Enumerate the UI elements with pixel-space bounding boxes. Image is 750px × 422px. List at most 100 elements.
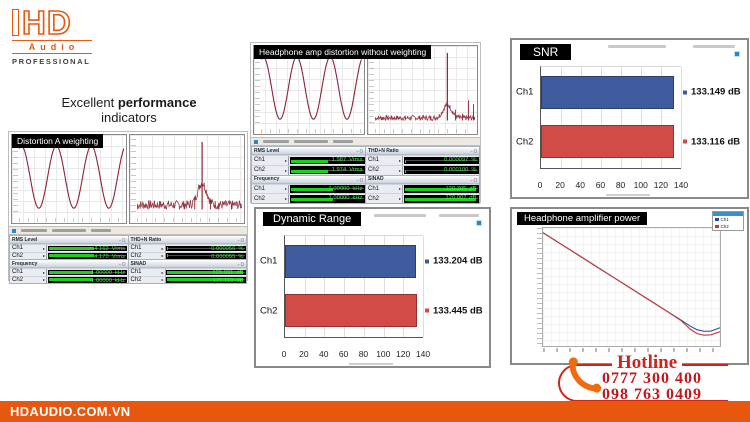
panel-distortion-a-weighting: Distortion A weighting RMS Level– ◻Ch14.… [8, 131, 248, 284]
logo-professional-text: PROFESSIONAL [12, 57, 91, 66]
unreadable-text-smudge [693, 45, 735, 48]
headline-bold: performance [117, 95, 197, 110]
meter-bar [48, 254, 94, 257]
channel-label: Ch1 [366, 184, 403, 194]
gridline [324, 236, 326, 337]
meter-bar [48, 278, 94, 281]
channel-label: Ch2 [252, 165, 289, 175]
meter-bar [48, 270, 94, 274]
meter-value-box: 1.974 Vrms [289, 166, 365, 174]
panel-dynamic-range: Dynamic Range Ch1 Ch2 133.204 dB 133.445… [254, 207, 491, 368]
channel-label: Ch1 [128, 245, 166, 252]
hotline-phone-2: 098 763 0409 [602, 386, 702, 403]
unreadable-text-smudge [21, 229, 47, 232]
meter-bar [290, 188, 333, 192]
meter-name: SINAD [130, 260, 147, 267]
channel-label: Ch2 [128, 276, 166, 283]
gridline [344, 236, 346, 337]
meter-row: Ch1 0.000097% [366, 155, 479, 165]
channel-label: Ch1 [10, 245, 47, 252]
website-text: HDAUDIO.COM.VN [10, 404, 131, 419]
meter-bar [48, 246, 94, 250]
unreadable-text-smudge [294, 140, 328, 143]
panel-title: Headphone amp distortion without weighti… [254, 45, 432, 59]
meter-value-box: 125.091 dB [166, 269, 246, 275]
toolbar-icon [12, 228, 16, 233]
gridline [363, 236, 365, 337]
legend-swatch [715, 224, 719, 229]
meter-value-box: 1.00000 kHz [289, 194, 365, 203]
logo-hd-text: HD [21, 4, 72, 41]
toolbar-icon [254, 139, 258, 144]
marker-dot [425, 259, 429, 264]
x-tick-label: 140 [415, 349, 431, 359]
meter-value-box: 0.000100% [403, 166, 479, 174]
marker-dot [425, 308, 429, 313]
meter-value: 1.00000 kHz [328, 195, 363, 202]
gridline [423, 236, 424, 337]
meter-thd-n-ratio: THD+N Ratio – ◻ Ch1 0.000097% Ch2 0.000100% [366, 147, 479, 175]
panel-title: Dynamic Range [263, 212, 362, 226]
x-tick-label: 20 [299, 349, 309, 359]
gridline [403, 236, 405, 337]
x-tick-label: 40 [318, 349, 329, 359]
x-tick-label: 0 [281, 349, 287, 359]
x-tick-label: 100 [376, 349, 391, 359]
meter-controls: – ◻ [237, 237, 244, 242]
meter-value-box: 125.118 dB [166, 277, 246, 283]
gridline [383, 236, 385, 337]
legend-header [713, 212, 743, 216]
channel-label: Ch1 [252, 184, 289, 194]
meter-row: Ch2 0.000055% [128, 251, 246, 259]
unreadable-text-smudge [52, 229, 86, 232]
x-tick-label: 140 [673, 180, 689, 190]
channel-label: Ch1 [10, 269, 47, 276]
meter-value-box: 120.007 dB [403, 194, 479, 203]
meter-bar [290, 159, 328, 163]
channel-label: Ch2 [252, 194, 289, 203]
meter-bar [404, 188, 476, 192]
meter-name: THD+N Ratio [130, 236, 162, 243]
meter-controls: – ◻ [470, 176, 477, 182]
meter-bar [290, 169, 328, 173]
meter-bar [167, 270, 244, 274]
meter-grid: RMS Level– ◻Ch11.987VrmsCh21.974VrmsTHD+… [251, 146, 480, 204]
meter-bar [290, 198, 333, 201]
marker-dot [683, 90, 687, 95]
headline: Excellent performance indicators [38, 95, 220, 125]
bar-plot [540, 66, 682, 169]
chart-legend: Ch1 Ch2 [712, 211, 744, 231]
meter-name: Frequency [12, 260, 38, 267]
panel-headphone-amplifier-power: Headphone amplifier power Ch1 Ch2 [510, 207, 749, 365]
chart-tool-icon [734, 51, 740, 57]
meter-name: SINAD [368, 176, 384, 182]
meter-value-box: 1.00000 kHz [47, 277, 127, 283]
gridline [621, 67, 622, 168]
unreadable-text-smudge [333, 140, 353, 143]
apx-toolbar [251, 137, 480, 146]
meter-value: 1.974 Vrms [331, 166, 363, 173]
meter-controls: – ◻ [356, 148, 363, 153]
axis-title-smudge [349, 362, 394, 365]
panel-title: Distortion A weighting [12, 134, 104, 148]
channel-label: Ch1 [252, 156, 289, 165]
channel-label: Ch2 [366, 165, 403, 175]
panel-snr: SNR Ch1 Ch2 133.149 dB 133.116 dB 0 20 40 6… [510, 38, 749, 199]
line-plot [537, 227, 721, 352]
x-axis: 0 20 40 60 80 100 120 140 [281, 346, 430, 362]
meter-bar [404, 169, 406, 173]
hotline-label: Hotline [612, 352, 683, 374]
meter-bar [404, 159, 406, 163]
x-axis: 0 20 40 60 80 100 120 140 [538, 177, 688, 193]
brand-logo: HD Audio PROFESSIONAL [12, 4, 122, 66]
